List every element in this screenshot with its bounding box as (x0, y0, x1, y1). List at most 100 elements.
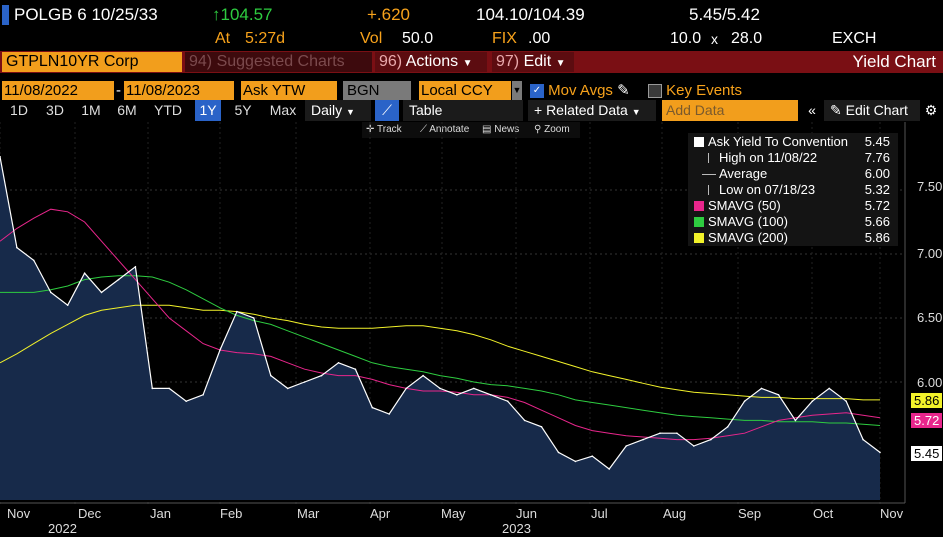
yield-point (862, 438, 864, 441)
suggested-charts-button[interactable]: 94) Suggested Charts (185, 52, 372, 72)
actions-code: 96) (379, 53, 403, 70)
legend-label: SMAVG (200) (708, 230, 788, 245)
dropdown-arrow-icon: ▼ (462, 58, 473, 69)
yield-point (388, 413, 391, 415)
yield-point (506, 400, 509, 403)
x-tick-label: Nov (7, 506, 31, 521)
yield-point (16, 246, 18, 249)
yield-point (270, 374, 272, 377)
yield-point (168, 387, 170, 390)
y-tick-label: 7.50 (917, 179, 943, 194)
crosshair-icon: ✛ (366, 124, 375, 135)
yield-point (253, 317, 255, 319)
ticker-label: POLGB 6 10/25/33 (14, 5, 158, 24)
edit-code: 97) (496, 53, 520, 70)
actions-menu[interactable]: 96) Actions ▼ (375, 52, 487, 72)
frequency-label: Daily (311, 102, 343, 118)
yield-point (337, 362, 340, 364)
pencil-icon: ✎ (617, 82, 630, 99)
legend-label: High on 11/08/22 (719, 150, 818, 165)
add-data-input[interactable]: Add Data (662, 100, 798, 121)
price-change: +.620 (367, 5, 411, 24)
gear-icon[interactable]: ⚙ (924, 102, 938, 118)
size-x: x (711, 31, 718, 47)
size-a: 10.0 (670, 30, 702, 47)
yield-point (134, 266, 137, 268)
period-3d[interactable]: 3D (46, 102, 64, 118)
period-1d[interactable]: 1D (10, 102, 28, 118)
white-square-icon (694, 137, 704, 147)
period-max[interactable]: Max (269, 102, 297, 118)
period-5y[interactable]: 5Y (234, 102, 252, 118)
x-tick-label: Oct (813, 506, 834, 521)
security-field[interactable]: GTPLN10YR Corp (2, 52, 182, 72)
y-tick-label: 6.50 (917, 310, 943, 325)
end-date-field[interactable]: 11/08/2023 (124, 81, 234, 100)
period-6m[interactable]: 6M (117, 102, 137, 118)
track-tool[interactable]: ✛ Track (366, 122, 402, 138)
yield-area-fill (0, 156, 880, 500)
annotate-icon: ⟋ (420, 124, 427, 135)
legend-row-smavg100: SMAVG (100) 5.66 (694, 214, 894, 230)
edit-chart-button[interactable]: ✎ Edit Chart (824, 100, 920, 121)
frequency-dropdown[interactable]: Daily ▼ (305, 100, 371, 121)
chart-tools-strip (362, 122, 580, 138)
yield-point (845, 400, 847, 403)
green-square-icon (694, 217, 704, 227)
currency-field[interactable]: Local CCY (419, 81, 511, 100)
x-tick-label: Mar (297, 506, 320, 521)
yield-point (219, 349, 221, 351)
x-tick-label: Dec (78, 506, 102, 521)
yield-point (236, 310, 238, 313)
edit-label: Edit (523, 53, 552, 70)
key-events-label: Key Events (666, 82, 743, 99)
yield-point (320, 374, 323, 377)
source-field[interactable]: BGN (343, 81, 411, 100)
y-tick-label: 6.00 (917, 375, 943, 390)
bid-ask-yields: 5.45/5.42 (689, 5, 760, 24)
yield-point (760, 387, 763, 390)
edit-menu[interactable]: 97) Edit ▼ (492, 52, 574, 72)
yellow-square-icon (694, 233, 704, 243)
currency-dropdown-icon[interactable]: ▼ (512, 81, 522, 100)
ticker-color-bar (2, 2, 9, 28)
mov-avgs-toggle[interactable]: ✓ Mov Avgs ✎ (530, 81, 630, 100)
line-chart-view-button[interactable]: ⟋ (375, 100, 399, 121)
x-tick-label: Feb (220, 506, 243, 521)
period-ytd[interactable]: YTD (154, 102, 182, 118)
legend-value: 5.86 (864, 230, 890, 245)
news-icon: ▤ (482, 124, 492, 135)
x-tick-label: Aug (663, 506, 687, 521)
exchange-label: EXCH (832, 30, 877, 47)
table-view-button[interactable]: Table (403, 100, 523, 121)
fix-value: .00 (528, 30, 551, 47)
size-b: 28.0 (731, 30, 763, 47)
yield-chart[interactable] (0, 122, 943, 537)
period-1y[interactable]: 1Y (195, 100, 221, 121)
x-tick-label: Jun (516, 506, 537, 521)
yield-point (0, 155, 1, 158)
legend-row-smavg200: SMAVG (200) 5.86 (694, 230, 894, 246)
collapse-left-icon[interactable]: « (808, 102, 816, 118)
news-tool[interactable]: ▤ News (482, 122, 519, 138)
yield-point (33, 259, 35, 262)
legend-value: 5.72 (864, 198, 890, 213)
volume-value: 50.0 (402, 30, 434, 47)
start-date-field[interactable]: 11/08/2022 (2, 81, 114, 100)
at-label: At (215, 30, 231, 47)
yield-point (185, 400, 187, 403)
date-separator: - (116, 82, 121, 99)
legend-label: SMAVG (50) (708, 198, 781, 213)
yield-point (117, 278, 120, 281)
legend-label: Ask Yield To Convention (708, 134, 848, 149)
field-selector[interactable]: Ask YTW (241, 81, 337, 100)
related-data-menu[interactable]: + Related Data ▼ (528, 100, 656, 121)
annotate-tool[interactable]: ⟋ Annotate (420, 122, 469, 138)
dropdown-arrow-icon: ▼ (346, 107, 355, 117)
period-1m[interactable]: 1M (81, 102, 101, 118)
yield-point (557, 451, 560, 454)
key-events-toggle[interactable]: Key Events (648, 81, 742, 100)
pencil-icon: ✎ (830, 102, 842, 118)
dropdown-arrow-icon: ▼ (631, 107, 641, 117)
zoom-tool[interactable]: ⚲ Zoom (534, 122, 570, 138)
